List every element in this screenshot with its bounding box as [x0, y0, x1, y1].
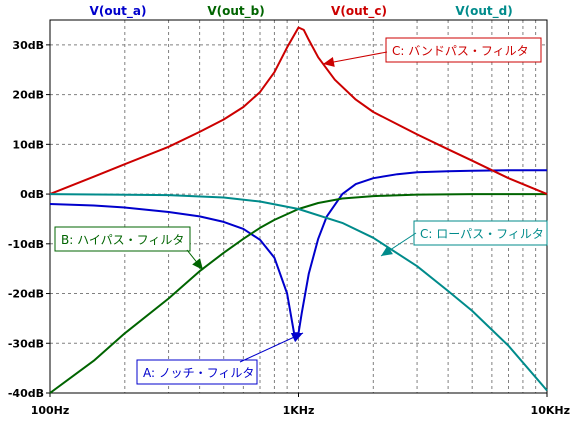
annotation-label: C: バンドパス・フィルタ [392, 44, 529, 58]
annotation-leader [239, 332, 304, 363]
legend-entry: V(out_d) [455, 4, 512, 19]
legend-entry: V(out_a) [90, 4, 147, 19]
annotation-layer: A: ノッチ・フィルタ B: ハイパス・フィルタ C: バンドパス・フィルタ C: ロ… [54, 37, 548, 385]
annotation-arrowhead [290, 333, 303, 343]
series-layer [49, 26, 548, 394]
legend-entry: V(out_c) [331, 4, 387, 19]
y-tick-label: -10dB [8, 238, 44, 251]
x-tick-label: 10KHz [531, 404, 570, 417]
series-line-Vout_a [49, 169, 547, 335]
series-line-Vout_d [49, 193, 548, 392]
annotation-arrowhead [192, 258, 203, 270]
annotation-arrowhead [323, 57, 335, 67]
y-tick-label: -40dB [8, 387, 44, 400]
x-tick-label: 100Hz [31, 404, 70, 417]
annotation-label: B: ハイパス・フィルタ [61, 233, 184, 247]
annotation-box [385, 37, 542, 63]
annotation-box [413, 220, 548, 246]
legend-entry: V(out_b) [207, 4, 264, 19]
series-line-Vout_c [49, 26, 548, 196]
x-tick-label: 1KHz [283, 404, 315, 417]
annotation-box [54, 226, 191, 252]
y-tick-label: -20dB [8, 288, 44, 301]
annotation-label: A: ノッチ・フィルタ [143, 366, 254, 380]
annotation-box [136, 359, 258, 385]
series-line-Vout_b [49, 193, 547, 394]
axis-layer: 30dB 20dB 10dB 0dB -10dB -20dB -30dB -40dB 100Hz… [8, 19, 570, 417]
y-tick-label: -30dB [8, 337, 44, 350]
y-tick-label: 0dB [20, 188, 44, 201]
legend-layer: V(out_a) V(out_b) V(out_c) V(out_d) [90, 4, 513, 19]
y-tick-label: 10dB [12, 138, 44, 151]
annotation-label: C: ローパス・フィルタ [420, 227, 544, 241]
annotation-arrowhead [381, 245, 393, 256]
y-tick-label: 30dB [12, 39, 44, 52]
y-tick-label: 20dB [12, 89, 44, 102]
